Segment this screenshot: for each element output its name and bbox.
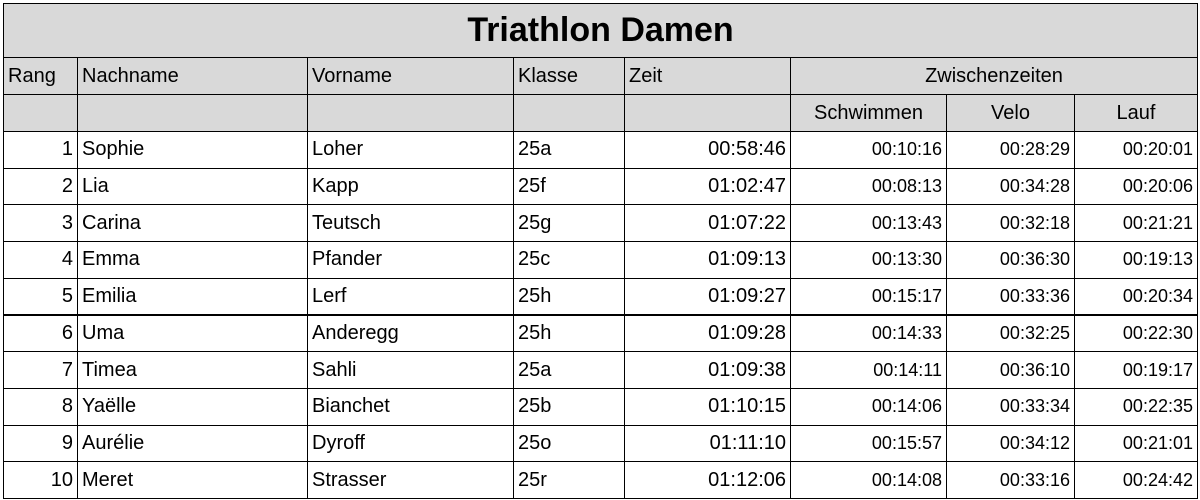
header-cell: [3, 94, 78, 132]
table-cell: 01:12:06: [624, 461, 791, 499]
table-cell: 00:19:17: [1074, 351, 1198, 389]
sub-header: Lauf: [1074, 94, 1198, 132]
table-cell: 00:14:06: [790, 387, 947, 426]
column-header: Vorname: [307, 57, 514, 95]
table-cell: 00:15:57: [790, 424, 947, 463]
title: Triathlon Damen: [3, 3, 1198, 58]
table-cell: 25c: [513, 241, 625, 279]
table-cell: 01:09:28: [624, 314, 791, 353]
rank-cell: 9: [3, 424, 78, 463]
table-cell: 00:22:35: [1074, 387, 1198, 426]
table-cell: 00:20:34: [1074, 277, 1198, 316]
table-cell: Aurélie: [77, 424, 308, 463]
table-cell: 25f: [513, 167, 625, 206]
table-cell: Sophie: [77, 131, 308, 169]
table-cell: 00:36:30: [946, 241, 1075, 279]
table-cell: Dyroff: [307, 424, 514, 463]
table-cell: Lerf: [307, 277, 514, 316]
table-cell: 00:22:30: [1074, 314, 1198, 353]
sub-header: Velo: [946, 94, 1075, 132]
table-cell: 00:10:16: [790, 131, 947, 169]
rank-cell: 10: [3, 461, 78, 499]
table-cell: 00:13:30: [790, 241, 947, 279]
table-cell: Timea: [77, 351, 308, 389]
table-cell: 00:14:11: [790, 351, 947, 389]
table-cell: 00:33:16: [946, 461, 1075, 499]
group-header: Zwischenzeiten: [790, 57, 1198, 95]
table-cell: Teutsch: [307, 204, 514, 243]
table-cell: 25a: [513, 131, 625, 169]
table-cell: 00:19:13: [1074, 241, 1198, 279]
table-cell: 25h: [513, 314, 625, 353]
rank-cell: 7: [3, 351, 78, 389]
column-header: Zeit: [624, 57, 791, 95]
table-cell: Meret: [77, 461, 308, 499]
table-cell: 00:13:43: [790, 204, 947, 243]
header-cell: [624, 94, 791, 132]
rank-cell: 1: [3, 131, 78, 169]
table-cell: 25o: [513, 424, 625, 463]
table-cell: Uma: [77, 314, 308, 353]
table-cell: 00:20:01: [1074, 131, 1198, 169]
table-cell: 01:09:38: [624, 351, 791, 389]
table-cell: 00:58:46: [624, 131, 791, 169]
table-cell: 00:21:21: [1074, 204, 1198, 243]
header-cell: [307, 94, 514, 132]
rank-cell: 3: [3, 204, 78, 243]
table-cell: Anderegg: [307, 314, 514, 353]
table-cell: Strasser: [307, 461, 514, 499]
table-cell: 01:07:22: [624, 204, 791, 243]
table-cell: 00:08:13: [790, 167, 947, 206]
column-header: Klasse: [513, 57, 625, 95]
table-cell: Lia: [77, 167, 308, 206]
table-cell: Bianchet: [307, 387, 514, 426]
rank-cell: 2: [3, 167, 78, 206]
table-cell: Kapp: [307, 167, 514, 206]
table-cell: Sahli: [307, 351, 514, 389]
table-cell: 25a: [513, 351, 625, 389]
table-cell: 00:36:10: [946, 351, 1075, 389]
table-cell: Yaëlle: [77, 387, 308, 426]
rank-cell: 8: [3, 387, 78, 426]
spreadsheet: Triathlon Damen Rang Nachname Vorname Klasse…: [3, 3, 1198, 499]
table-cell: Carina: [77, 204, 308, 243]
table-cell: 00:14:33: [790, 314, 947, 353]
table-cell: 25r: [513, 461, 625, 499]
table-cell: 01:11:10: [624, 424, 791, 463]
rank-cell: 4: [3, 241, 78, 279]
table-cell: Emma: [77, 241, 308, 279]
table-cell: 01:09:13: [624, 241, 791, 279]
table-cell: 00:20:06: [1074, 167, 1198, 206]
table-cell: 00:15:17: [790, 277, 947, 316]
table-cell: Emilia: [77, 277, 308, 316]
table-cell: 00:14:08: [790, 461, 947, 499]
column-header: Rang: [3, 57, 78, 95]
table-cell: Pfander: [307, 241, 514, 279]
table-cell: Loher: [307, 131, 514, 169]
sub-header: Schwimmen: [790, 94, 947, 132]
table-cell: 00:33:34: [946, 387, 1075, 426]
table-cell: 25h: [513, 277, 625, 316]
rank-cell: 5: [3, 277, 78, 316]
table-cell: 00:34:12: [946, 424, 1075, 463]
header-cell: [77, 94, 308, 132]
table-cell: 25b: [513, 387, 625, 426]
table-cell: 00:21:01: [1074, 424, 1198, 463]
table-cell: 00:34:28: [946, 167, 1075, 206]
header-cell: [513, 94, 625, 132]
table-cell: 00:32:18: [946, 204, 1075, 243]
table-cell: 25g: [513, 204, 625, 243]
table-cell: 01:09:27: [624, 277, 791, 316]
table-cell: 01:10:15: [624, 387, 791, 426]
table-cell: 00:28:29: [946, 131, 1075, 169]
column-header: Nachname: [77, 57, 308, 95]
table-cell: 00:24:42: [1074, 461, 1198, 499]
table-cell: 01:02:47: [624, 167, 791, 206]
rank-cell: 6: [3, 314, 78, 353]
table-cell: 00:33:36: [946, 277, 1075, 316]
table-cell: 00:32:25: [946, 314, 1075, 353]
